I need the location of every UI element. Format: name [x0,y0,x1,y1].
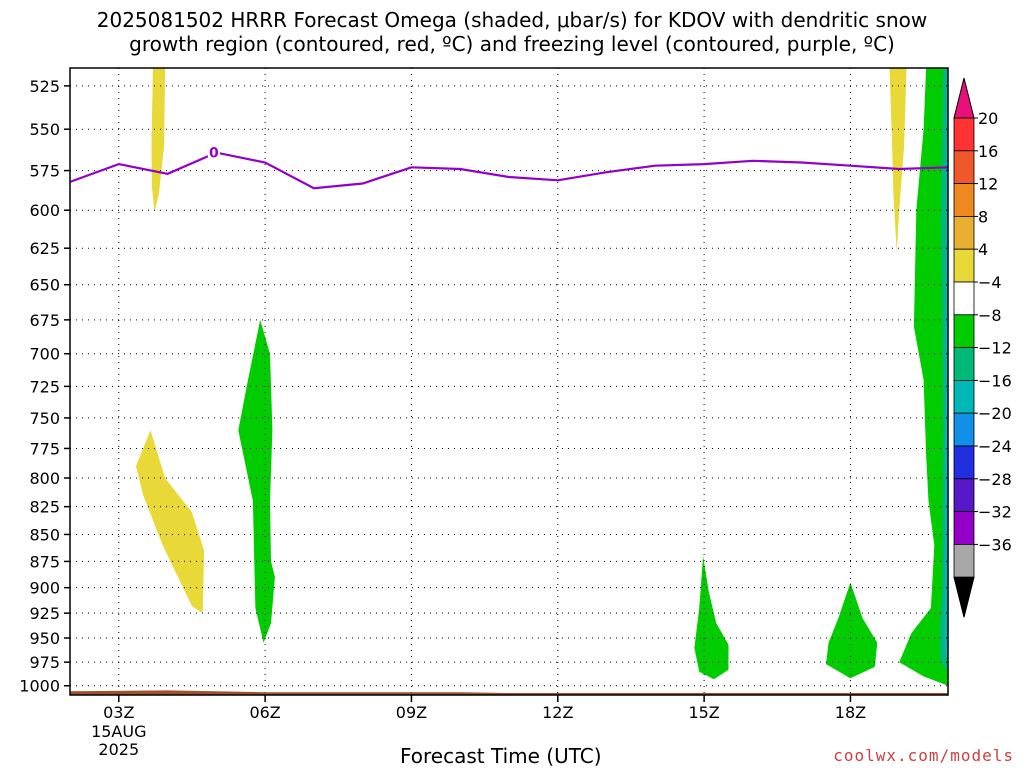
y-tick-label: 600 [29,201,60,220]
y-tick-label: 850 [29,525,60,544]
plot-area [70,68,948,695]
colorbar-label: 8 [978,207,988,226]
credit-text: coolwx.com/models [833,746,1014,765]
colorbar-box [953,511,975,545]
date-label: 15AUG [91,722,146,741]
y-tick-label: 625 [29,239,60,258]
colorbar-label: −20 [978,404,1012,423]
colorbar-box [953,544,975,578]
y-tick-label: 575 [29,162,60,181]
colorbar-label: −8 [978,306,1002,325]
colorbar-box [953,478,975,512]
y-tick-label: 975 [29,653,60,672]
freezing-level-label: 0 [209,146,219,162]
colorbar-box [953,379,975,414]
colorbar-label: −12 [978,339,1012,358]
colorbar-box [953,314,975,348]
freezing-level-label-bg [207,143,220,160]
colorbar-label: −28 [978,470,1012,489]
y-tick-label: 725 [29,377,60,396]
omega-region-1 [135,430,205,614]
y-tick-label: 550 [29,120,60,139]
colorbar-top-arrow [953,77,975,119]
omega-region-6 [899,68,948,686]
x-tick-label: 03Z [103,703,134,722]
omega-region-4 [826,582,878,679]
colorbar-box [953,248,975,283]
x-tick-label: 15Z [688,703,719,722]
colorbar-label: −36 [978,535,1012,554]
y-tick-label: 700 [29,345,60,364]
y-tick-label: 800 [29,469,60,488]
colorbar-label: 16 [978,142,998,161]
y-tick-label: 925 [29,604,60,623]
colorbar-box [953,183,975,217]
colorbar-label: 4 [978,240,988,259]
colorbar-box [953,412,975,447]
y-tick-label: 875 [29,552,60,571]
colorbar-box [953,215,975,250]
y-tick-label: 775 [29,439,60,458]
omega-region-8 [944,68,948,667]
colorbar-box [953,347,975,381]
omega-region-0 [151,68,166,212]
colorbar-label: 12 [978,175,998,194]
chart-title-line1: 2025081502 HRRR Forecast Omega (shaded, … [96,8,928,32]
y-tick-label: 525 [29,77,60,96]
colorbar-label: −24 [978,437,1012,456]
y-tick-label: 750 [29,409,60,428]
y-tick-label: 1000 [19,677,60,696]
colorbar-label: 20 [978,109,998,128]
y-tick-label: 650 [29,276,60,295]
plot-frame [69,67,949,696]
y-tick-label: 825 [29,498,60,517]
colorbar-box [953,150,975,185]
y-tick-label: 950 [29,629,60,648]
colorbar-label: −32 [978,503,1012,522]
x-tick-label: 18Z [835,703,866,722]
colorbar-box [953,117,975,152]
colorbar-label: −4 [978,273,1002,292]
x-tick-label: 12Z [542,703,573,722]
omega-region-2 [238,319,275,643]
colorbar-box [953,281,975,316]
x-axis-label: Forecast Time (UTC) [400,744,602,768]
colorbar-label: −16 [978,371,1012,390]
terrain-band [70,690,948,695]
x-tick-label: 09Z [396,703,427,722]
colorbar-bottom-arrow [953,576,975,618]
colorbar-box [953,445,975,480]
chart-title-line2: growth region (contoured, red, ºC) and f… [129,32,895,56]
y-tick-label: 675 [29,311,60,330]
y-tick-label: 900 [29,579,60,598]
omega-region-3 [694,556,729,680]
omega-region-5 [889,68,907,253]
date-label: 2025 [98,740,139,759]
x-tick-label: 06Z [249,703,280,722]
